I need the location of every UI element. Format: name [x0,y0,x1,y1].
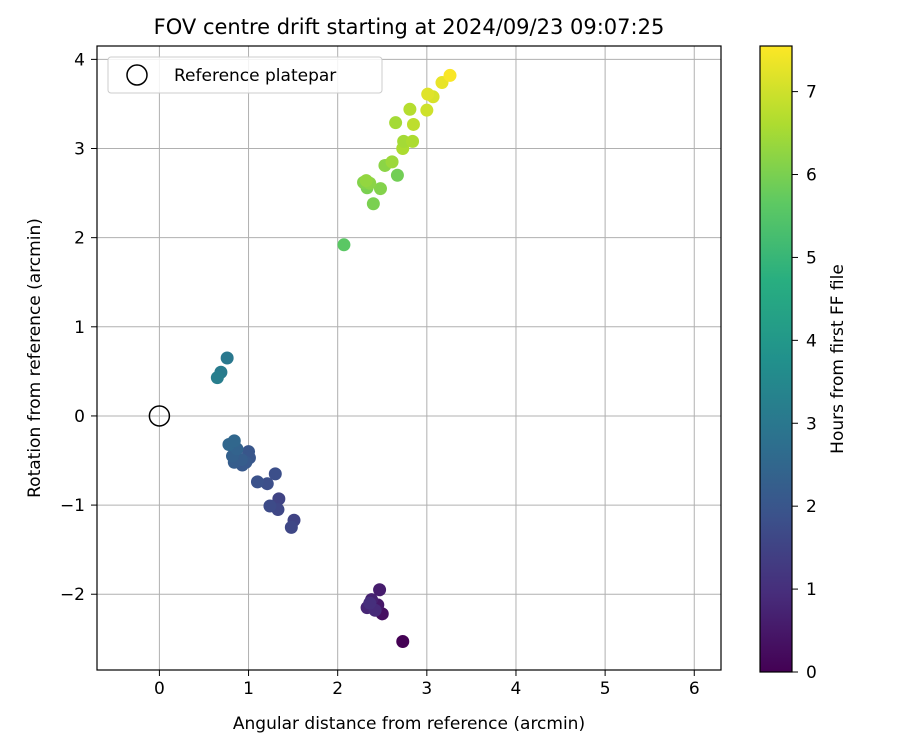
legend-box [107,56,383,94]
y-tick-label: 2 [74,229,85,249]
data-point [373,182,387,196]
axis-ticks: 0 1 2 3 4 5 6 −2 −1 0 1 2 3 4 [60,50,700,699]
data-point [337,238,351,252]
y-tick-label: −2 [60,585,85,605]
x-tick-label: 4 [511,679,522,699]
colorbar-tick-label: 4 [806,331,817,351]
data-point [220,351,234,365]
data-points [148,68,457,648]
chart-title: FOV centre drift starting at 2024/09/23 … [154,15,665,39]
data-point [284,520,298,534]
data-point [272,492,286,506]
colorbar-ticks: 0 1 2 3 4 5 6 7 [792,83,817,683]
colorbar-tick-label: 0 [806,663,817,683]
x-tick-label: 2 [332,679,343,699]
y-tick-label: 4 [74,50,85,70]
data-point [443,68,457,82]
data-point [260,477,274,491]
legend: Reference platepar [107,56,383,94]
data-point [406,117,420,131]
data-point [421,87,435,101]
x-tick-label: 6 [689,679,700,699]
data-point [263,499,277,513]
colorbar-tick-label: 7 [806,83,817,103]
data-point [366,197,380,211]
data-point [403,102,417,116]
x-tick-label: 0 [154,679,165,699]
colorbar-tick-label: 3 [806,414,817,434]
data-point [268,467,282,481]
colorbar-gradient [759,45,793,673]
data-point [250,475,264,489]
data-point [363,596,377,610]
y-tick-label: 1 [74,318,85,338]
y-tick-label: 3 [74,140,85,160]
y-tick-label: −1 [60,496,85,516]
x-tick-label: 1 [243,679,254,699]
colorbar: 0 1 2 3 4 5 6 7 Hours from first FF file [759,45,848,683]
data-point [396,634,410,648]
data-point [373,583,387,597]
data-point [390,168,404,182]
legend-entry-reference: Reference platepar [174,66,336,86]
plot-area-frame [96,45,722,671]
data-point [420,103,434,117]
colorbar-label: Hours from first FF file [828,264,848,454]
data-point [210,371,224,385]
data-point [227,434,241,448]
legend-reference-marker [126,64,148,86]
data-point [385,155,399,169]
data-point [359,174,373,188]
data-point [389,116,403,130]
reference-platepar-marker [148,405,171,427]
colorbar-tick-label: 1 [806,580,817,600]
x-axis-label: Angular distance from reference (arcmin) [233,714,585,734]
y-axis-label: Rotation from reference (arcmin) [25,218,45,498]
data-point [406,134,420,148]
colorbar-tick-label: 6 [806,166,817,186]
colorbar-tick-label: 2 [806,497,817,517]
colorbar-tick-label: 5 [806,248,817,268]
data-point [397,134,411,148]
x-tick-label: 3 [421,679,432,699]
x-tick-label: 5 [600,679,611,699]
y-tick-label: 0 [74,407,85,427]
